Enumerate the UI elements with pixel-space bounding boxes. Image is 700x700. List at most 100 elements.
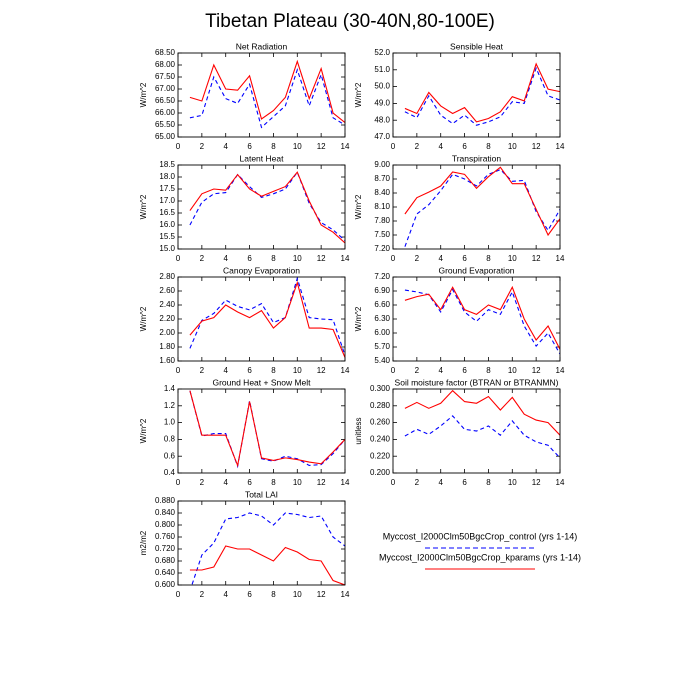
x-tick-label: 8 [271,142,276,151]
x-tick-label: 4 [438,254,443,263]
x-tick-label: 2 [415,366,420,375]
y-tick-label: 0.4 [164,468,176,477]
x-tick-label: 6 [247,590,252,599]
x-tick-label: 0 [391,142,396,151]
plot-frame [177,164,346,250]
series-line [404,288,560,355]
x-tick-label: 10 [293,366,302,375]
y-tick-label: 68.50 [155,48,176,57]
y-tick-label: 7.80 [374,216,390,225]
y-tick-label: 52.0 [374,48,390,57]
x-tick-label: 4 [438,366,443,375]
x-tick-label: 2 [200,366,205,375]
y-tick-label: 6.30 [374,314,390,323]
y-tick-label: 7.50 [374,230,390,239]
y-tick-label: 1.4 [164,384,176,393]
panel-title: Soil moisture factor (BTRAN or BTRANMN) [395,377,559,387]
x-tick-label: 6 [247,478,252,487]
plot-frame [392,388,561,474]
x-tick-label: 8 [271,366,276,375]
x-tick-label: 8 [271,590,276,599]
x-tick-label: 10 [293,590,302,599]
series-line [189,68,345,129]
panel-title: Sensible Heat [450,41,504,51]
x-tick-label: 10 [508,366,517,375]
y-tick-label: 66.50 [155,96,176,105]
y-tick-label: 15.0 [159,244,175,253]
x-tick-label: 10 [293,478,302,487]
x-tick-label: 0 [391,254,396,263]
y-tick-label: 0.720 [155,544,176,553]
series-line [189,171,345,244]
x-tick-label: 2 [200,590,205,599]
x-tick-label: 0 [176,590,181,599]
x-tick-label: 14 [556,254,565,263]
y-tick-label: 9.00 [374,160,390,169]
x-tick-label: 0 [391,478,396,487]
y-tick-label: 0.760 [155,532,176,541]
y-tick-label: 65.50 [155,120,176,129]
y-tick-label: 0.840 [155,508,176,517]
x-tick-label: 14 [341,478,350,487]
x-tick-label: 2 [415,254,420,263]
x-tick-label: 14 [556,478,565,487]
y-tick-label: 49.0 [374,99,390,108]
plot-frame [392,52,561,138]
series-line [404,285,560,350]
panel-title: Latent Heat [240,153,285,163]
x-tick-label: 0 [176,254,181,263]
y-tick-label: 1.80 [159,342,175,351]
y-tick-label: 0.240 [370,435,391,444]
x-tick-label: 8 [486,254,491,263]
panel-title: Net Radiation [236,41,288,51]
x-tick-label: 0 [391,366,396,375]
y-tick-label: 7.20 [374,244,390,253]
panel-title: Ground Evaporation [438,265,514,275]
x-tick-label: 12 [532,142,541,151]
y-tick-label: 2.40 [159,300,175,309]
y-tick-label: 0.8 [164,435,176,444]
x-tick-label: 12 [532,478,541,487]
x-tick-label: 10 [508,142,517,151]
x-tick-label: 0 [176,478,181,487]
series-line [189,277,345,356]
panel-title: Canopy Evaporation [223,265,300,275]
x-tick-label: 6 [247,254,252,263]
y-axis-label: W/m^2 [139,418,148,443]
y-tick-label: 0.680 [155,556,176,565]
x-tick-label: 4 [438,142,443,151]
x-tick-label: 4 [223,590,228,599]
y-tick-label: 65.00 [155,132,176,141]
y-tick-label: 1.0 [164,418,176,427]
y-axis-label: W/m^2 [139,306,148,331]
y-tick-label: 0.880 [155,496,176,505]
x-tick-label: 8 [271,478,276,487]
y-tick-label: 2.80 [159,272,175,281]
x-tick-label: 10 [293,142,302,151]
x-tick-label: 14 [341,254,350,263]
plot-frame [177,52,346,138]
y-tick-label: 0.260 [370,418,391,427]
panel-title: Total LAI [245,489,278,499]
x-tick-label: 10 [508,254,517,263]
x-tick-label: 14 [341,142,350,151]
y-tick-label: 16.5 [159,208,175,217]
y-tick-label: 6.90 [374,286,390,295]
x-tick-label: 6 [247,142,252,151]
series-line [191,512,345,585]
x-tick-label: 4 [438,478,443,487]
y-tick-label: 2.00 [159,328,175,337]
y-tick-label: 8.70 [374,174,390,183]
x-tick-label: 2 [415,478,420,487]
y-tick-label: 0.640 [155,568,176,577]
x-tick-label: 12 [317,478,326,487]
y-axis-label: W/m^2 [354,194,363,219]
y-tick-label: 50.0 [374,82,390,91]
y-tick-label: 16.0 [159,220,175,229]
x-tick-label: 14 [556,142,565,151]
series-line [404,415,560,459]
y-tick-label: 17.5 [159,184,175,193]
x-tick-label: 2 [200,254,205,263]
series-line [404,166,560,237]
